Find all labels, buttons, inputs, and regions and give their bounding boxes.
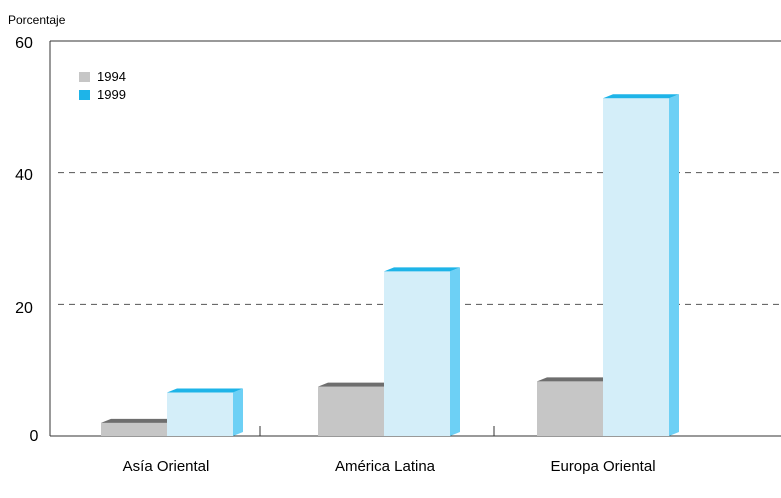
bar-1994-am-rica-latina — [318, 386, 384, 436]
bar-top-1994-am-rica-latina — [318, 382, 394, 387]
y-tick-label-0: 0 — [30, 428, 39, 445]
x-tick-label-america-latina: América Latina — [335, 458, 436, 475]
y-axis-label: Porcentaje — [8, 13, 66, 27]
y-tick-label-20: 20 — [15, 300, 33, 317]
bar-1999-europa-oriental — [603, 98, 669, 437]
bar-1994-as-a-oriental — [101, 422, 167, 436]
legend-swatch-1994 — [79, 72, 90, 82]
bar-1994-europa-oriental — [537, 381, 603, 436]
bar-top-1994-europa-oriental — [537, 377, 613, 382]
legend-label-1999: 1999 — [97, 87, 126, 102]
bars — [101, 94, 679, 437]
x-tick-label-asia-oriental: Asía Oriental — [123, 458, 210, 475]
legend-swatch-1999 — [79, 90, 90, 100]
bar-top-1999-am-rica-latina — [384, 267, 460, 272]
bar-side-1999-as-a-oriental — [233, 388, 243, 436]
legend-label-1994: 1994 — [97, 69, 126, 84]
bar-top-1999-as-a-oriental — [167, 388, 243, 393]
bar-1999-am-rica-latina — [384, 271, 450, 436]
x-tick-label-europa-oriental: Europa Oriental — [550, 458, 655, 475]
bar-side-1999-am-rica-latina — [450, 267, 460, 436]
legend: 1994 1999 — [79, 69, 126, 102]
y-tick-label-40: 40 — [15, 167, 33, 184]
bar-1999-as-a-oriental — [167, 392, 233, 436]
y-tick-label-60: 60 — [15, 35, 33, 52]
bar-side-1999-europa-oriental — [669, 94, 679, 437]
bar-top-1999-europa-oriental — [603, 94, 679, 99]
bar-top-1994-as-a-oriental — [101, 418, 177, 423]
